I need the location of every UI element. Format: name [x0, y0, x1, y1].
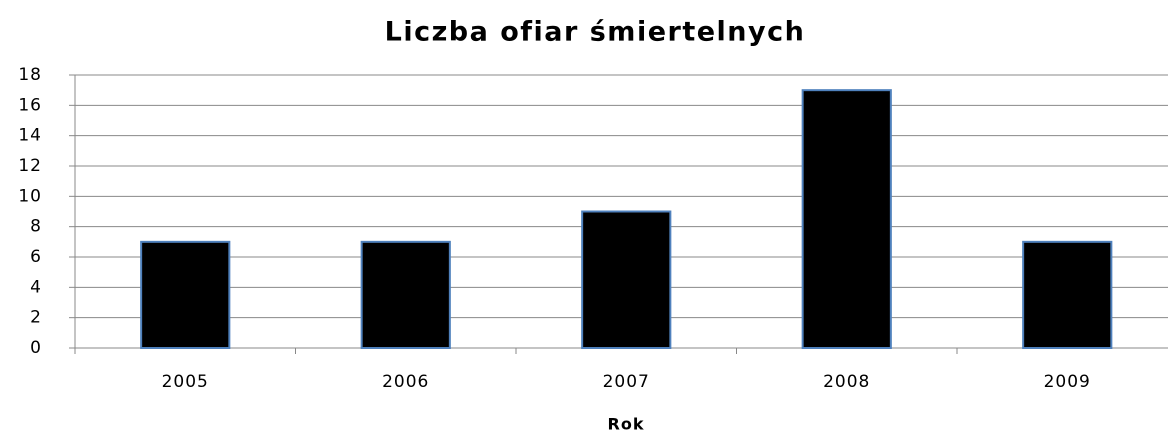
- y-tick-label: 16: [18, 95, 42, 115]
- y-tick-label: 12: [18, 156, 42, 176]
- bar: [1022, 240, 1113, 349]
- y-tick-label: 10: [18, 186, 42, 206]
- y-tick-label: 0: [30, 338, 42, 358]
- x-tick-label: 2005: [162, 372, 209, 392]
- bar: [140, 240, 231, 349]
- bar: [581, 210, 672, 349]
- y-tick-label: 18: [18, 65, 42, 85]
- x-axis-title: Rok: [608, 415, 645, 433]
- chart-title: Liczba ofiar śmiertelnych: [385, 17, 806, 48]
- bar: [801, 89, 892, 350]
- y-tick-label: 14: [18, 126, 42, 146]
- x-tick-label: 2008: [823, 372, 870, 392]
- y-tick-label: 6: [30, 247, 42, 267]
- x-tick-label: 2007: [603, 372, 650, 392]
- x-tick-label: 2009: [1044, 372, 1091, 392]
- y-tick-label: 8: [30, 217, 42, 237]
- y-tick-label: 2: [30, 308, 42, 328]
- y-tick-label: 4: [30, 277, 42, 297]
- x-tick-label: 2006: [382, 372, 429, 392]
- bar: [360, 240, 451, 349]
